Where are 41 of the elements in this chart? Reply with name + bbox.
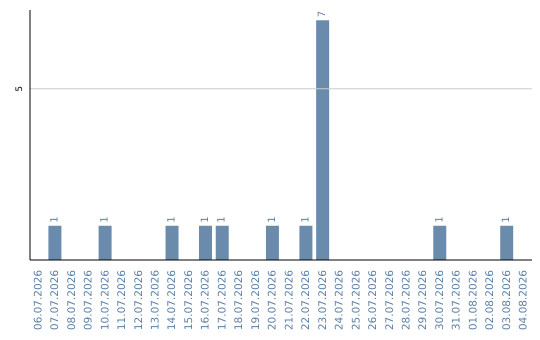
x-tick-label: 31.07.2026 bbox=[450, 270, 463, 330]
x-tick-label: 28.07.2026 bbox=[400, 270, 412, 330]
x-tick-label: 01.08.2026 bbox=[467, 270, 480, 330]
x-tick-label: 11.07.2026 bbox=[116, 270, 128, 330]
x-tick-label: 07.07.2026 bbox=[49, 270, 62, 330]
x-tick-label: 10.07.2026 bbox=[99, 270, 112, 330]
data-label: 1 bbox=[501, 216, 512, 223]
data-label: 1 bbox=[300, 216, 312, 223]
x-tick-label: 14.07.2026 bbox=[166, 270, 178, 330]
data-label: 1 bbox=[216, 216, 228, 223]
x-tick-label: 18.07.2026 bbox=[233, 270, 246, 330]
data-label: 1 bbox=[166, 216, 178, 223]
x-tick-label: 20.07.2026 bbox=[266, 270, 279, 330]
data-label: 1 bbox=[49, 216, 60, 223]
x-tick-label: 19.07.2026 bbox=[250, 270, 262, 330]
x-tick-label: 06.07.2026 bbox=[32, 270, 44, 330]
data-label: 1 bbox=[200, 216, 212, 223]
x-tick-label: 15.07.2026 bbox=[182, 270, 195, 330]
x-tick-label: 24.07.2026 bbox=[334, 270, 346, 330]
x-tick-label: 27.07.2026 bbox=[384, 270, 396, 330]
x-tick-label: 16.07.2026 bbox=[200, 270, 212, 330]
x-tick-label: 03.08.2026 bbox=[500, 270, 513, 330]
x-tick-label: 17.07.2026 bbox=[216, 270, 228, 330]
x-tick-label: 23.07.2026 bbox=[316, 270, 329, 330]
x-tick-label: 09.07.2026 bbox=[82, 270, 95, 330]
data-label: 1 bbox=[434, 216, 446, 223]
x-tick-label: 12.07.2026 bbox=[132, 270, 145, 330]
data-label: 1 bbox=[100, 216, 111, 223]
x-tick-label: 25.07.2026 bbox=[350, 270, 362, 330]
x-tick-label: 21.07.2026 bbox=[283, 270, 296, 330]
x-tick-label: 13.07.2026 bbox=[150, 270, 162, 330]
x-tick-label: 02.08.2026 bbox=[484, 270, 496, 330]
x-tick-label: 29.07.2026 bbox=[417, 270, 430, 330]
x-tick-label: 08.07.2026 bbox=[66, 270, 78, 330]
x-tick-label: 26.07.2026 bbox=[367, 270, 380, 330]
y-tick-label: 5 bbox=[15, 86, 25, 92]
x-tick-label: 04.08.2026 bbox=[518, 270, 530, 330]
x-tick-label: 22.07.2026 bbox=[300, 270, 312, 330]
x-tick-label: 30.07.2026 bbox=[434, 270, 446, 330]
data-label: 1 bbox=[266, 216, 278, 223]
data-label: 7 bbox=[317, 10, 328, 18]
